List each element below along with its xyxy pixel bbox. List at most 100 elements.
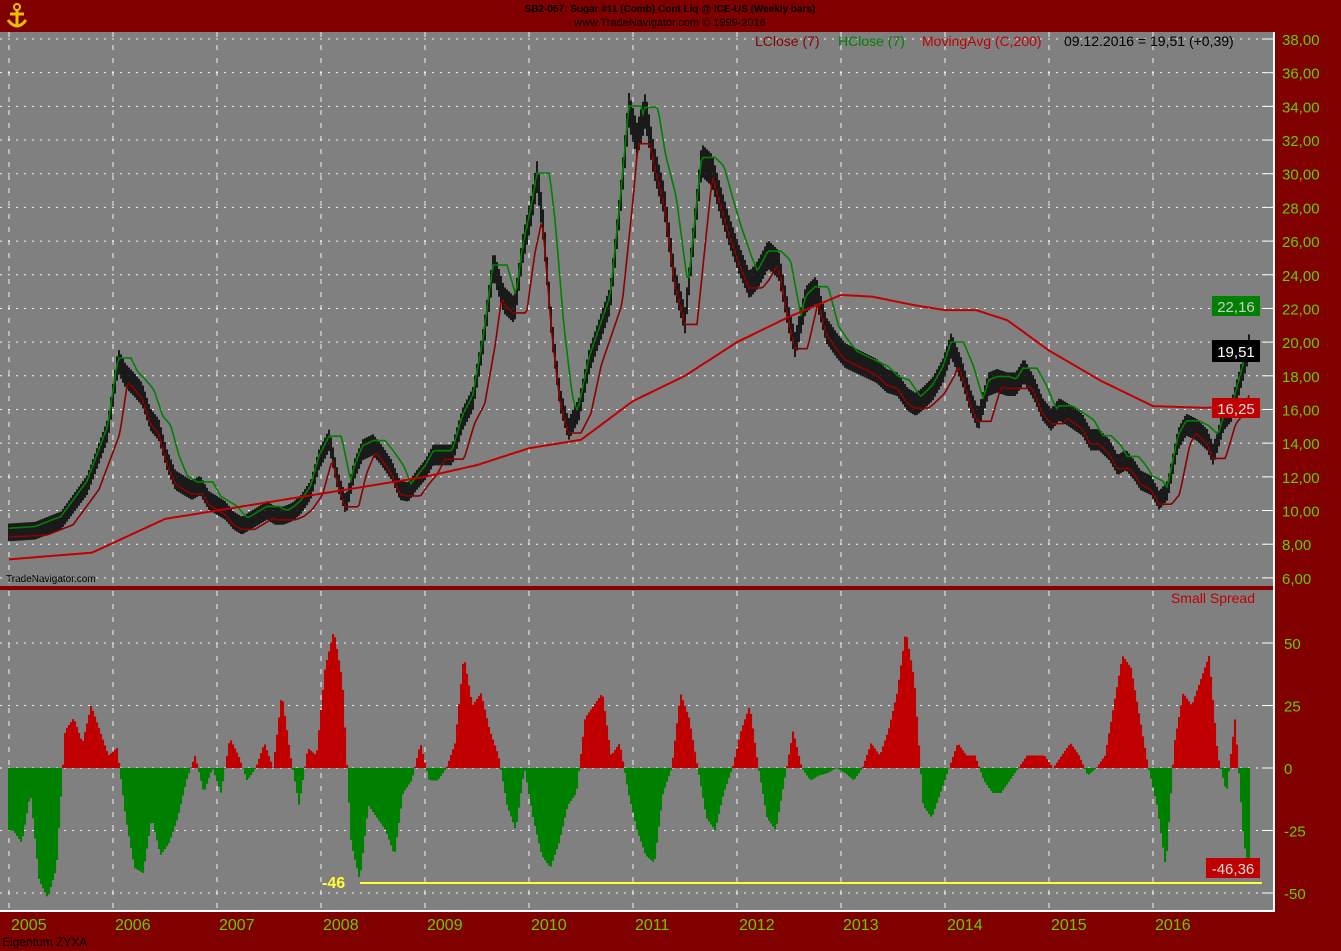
oscillator-bar	[494, 745, 497, 768]
price-series[interactable]	[8, 93, 1250, 561]
legend-lclose[interactable]: LClose (7)	[755, 33, 820, 49]
oscillator-bar	[872, 745, 875, 768]
oscillator-bar	[1182, 693, 1185, 768]
oscillator-bar	[976, 760, 979, 768]
oscillator-bar	[780, 768, 783, 801]
oscillator-bar	[906, 637, 909, 768]
oscillator-bar	[1172, 764, 1175, 768]
oscillator-bar	[590, 709, 593, 768]
oscillator-bar	[288, 744, 291, 768]
oscillator-bar	[164, 768, 167, 849]
oscillator-bar	[812, 768, 815, 780]
oscillator-bar	[1094, 768, 1097, 770]
oscillator-bar	[1122, 656, 1125, 768]
oscillator-bar	[1242, 768, 1245, 832]
oscillator-bar	[688, 717, 691, 768]
oscillator-bar	[706, 768, 709, 819]
year-label: 2013	[843, 917, 879, 934]
oscillator-bar	[108, 755, 111, 768]
oscillator-bar	[920, 768, 923, 775]
oscillator-bar	[1144, 747, 1147, 768]
oscillator-bar	[402, 768, 405, 795]
price-tick-label: 12,00	[1282, 470, 1320, 487]
oscillator-bar	[26, 768, 29, 814]
oscillator-bar	[998, 768, 1001, 793]
oscillator-bar	[698, 768, 701, 775]
oscillator-bar	[456, 724, 459, 768]
legend-moving-average[interactable]: MovingAvg (C,200)	[922, 33, 1042, 49]
oscillator-bar	[240, 762, 243, 768]
oscillator-bar	[478, 696, 481, 768]
oscillator-bar	[278, 717, 281, 768]
oscillator-bar	[844, 768, 847, 773]
oscillator-bar	[588, 712, 591, 768]
oscillator-bar	[198, 768, 201, 773]
oscillator-bar	[740, 731, 743, 768]
price-tick-label: 32,00	[1282, 133, 1320, 150]
oscillator-bar	[1152, 768, 1155, 788]
oscillator-bar	[1160, 768, 1163, 834]
oscillator-bar	[182, 768, 185, 796]
oscillator-bar	[170, 768, 173, 838]
oscillator-bar	[38, 768, 41, 879]
oscillator-bar	[250, 768, 253, 775]
oscillator-bar	[984, 768, 987, 783]
oscillator-bar	[952, 756, 955, 768]
oscillator-bar	[128, 768, 131, 837]
oscillator-bar	[64, 733, 67, 768]
oscillator-bar	[386, 768, 389, 834]
oscillator-bar	[188, 768, 191, 774]
oscillator-bar	[902, 650, 905, 768]
oscillator-bar	[634, 768, 637, 822]
oscillator-bar	[410, 768, 413, 782]
year-label: 2007	[219, 917, 255, 934]
oscillator-bar	[490, 733, 493, 768]
oscillator-bar	[600, 695, 603, 768]
oscillator-bar	[768, 768, 771, 821]
oscillator-bar	[1174, 740, 1177, 768]
oscillator-bar	[794, 738, 797, 768]
oscillator-bar	[274, 752, 277, 768]
oscillator-bar	[878, 754, 881, 768]
oscillator-bar	[626, 768, 629, 785]
oscillator-bar	[1084, 768, 1087, 769]
oscillator-bar	[496, 751, 499, 768]
oscillator-bar	[302, 768, 305, 781]
oscillator-bar	[484, 709, 487, 768]
oscillator-bar	[66, 727, 69, 768]
oscillator-bar	[340, 671, 343, 768]
oscillator-bar	[814, 768, 817, 778]
oscillator-bar	[1038, 755, 1041, 768]
oscillator-bar	[1104, 755, 1107, 768]
oscillator-bar	[10, 768, 13, 831]
oscillator-bar	[624, 768, 627, 773]
oscillator-bar	[686, 711, 689, 768]
oscillator-bar	[958, 744, 961, 768]
oscillator-bar	[120, 768, 123, 780]
oscillator-bar	[462, 663, 465, 768]
year-label: 2009	[427, 917, 463, 934]
oscillator-bar	[538, 768, 541, 844]
oscillator-bar	[830, 768, 833, 772]
oscillator-bar	[916, 716, 919, 768]
owner-label: Eigentum ZYXA	[2, 935, 87, 949]
oscillator-bar	[312, 752, 315, 768]
price-plot-area	[0, 32, 1273, 586]
oscillator-bar	[304, 766, 307, 768]
oscillator-tick-label: 50	[1284, 636, 1301, 653]
oscillator-bar	[900, 665, 903, 768]
oscillator-bar	[338, 660, 341, 768]
oscillator-bar	[126, 768, 129, 825]
oscillator-bar	[166, 768, 169, 847]
oscillator-bar	[146, 768, 149, 849]
oscillator-bar	[20, 768, 23, 842]
oscillator-bar	[70, 722, 73, 768]
oscillator-bars[interactable]	[8, 634, 1262, 897]
oscillator-bar	[944, 768, 947, 780]
legend-readout: 09.12.2016 = 19,51 (+0,39)	[1064, 33, 1234, 49]
oscillator-bar	[282, 701, 285, 768]
legend-hclose[interactable]: HClose (7)	[838, 33, 905, 49]
oscillator-bar	[364, 768, 367, 836]
ma-last-value: 16,25	[1217, 401, 1255, 418]
